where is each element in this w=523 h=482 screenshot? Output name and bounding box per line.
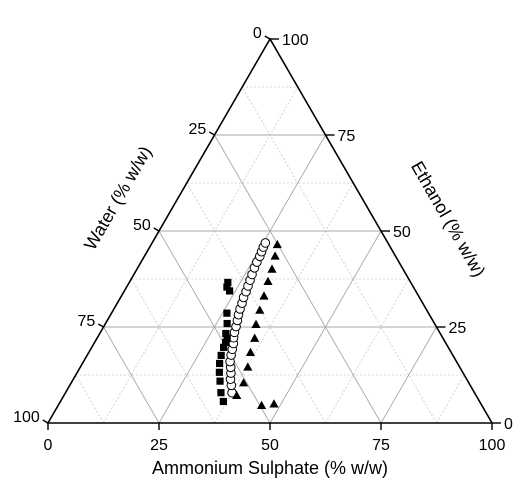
grid-line — [436, 374, 465, 424]
data-point-triangle — [250, 333, 260, 342]
right-tick-label: 100 — [282, 32, 309, 49]
grid-lines — [75, 86, 465, 424]
grid-line — [103, 326, 160, 424]
data-point-square — [223, 309, 231, 317]
left-tick-label: 50 — [133, 217, 151, 234]
right-tick-label: 75 — [338, 128, 356, 145]
data-point-square — [215, 368, 223, 376]
data-point-triangle — [243, 362, 253, 371]
data-point-triangle — [259, 291, 269, 300]
data-point-square — [224, 278, 232, 287]
tick-mark — [153, 227, 160, 232]
tick-mark — [42, 419, 49, 424]
data-point-triangle — [238, 378, 249, 387]
grid-line — [130, 278, 215, 424]
data-point-triangle — [272, 239, 282, 249]
grid-line — [380, 326, 437, 424]
right-axis-title: Ethanol (% w/w) — [407, 158, 489, 281]
x-tick-label: 75 — [372, 437, 390, 454]
right-tick-label: 25 — [449, 320, 467, 337]
data-point-square — [217, 389, 225, 397]
tick-mark — [264, 35, 271, 40]
data-point-square — [223, 334, 231, 342]
left-tick-label: 0 — [253, 25, 262, 42]
data-point-triangle — [256, 400, 267, 410]
data-point-triangle — [255, 305, 265, 314]
data-point-triangle — [263, 276, 273, 285]
grid-line — [75, 374, 104, 424]
data-point-triangle — [270, 251, 280, 260]
data-point-square — [223, 283, 231, 291]
grid-line — [269, 230, 382, 424]
data-point-square — [216, 359, 224, 368]
grid-line — [186, 182, 326, 424]
x-tick-label: 0 — [44, 437, 53, 454]
tick-mark — [97, 323, 104, 328]
data-point-triangle — [269, 399, 279, 408]
left-tick-label: 75 — [78, 313, 96, 330]
grid-line — [158, 134, 326, 424]
data-point-square — [216, 377, 224, 385]
grid-line — [158, 230, 271, 424]
grid-line — [103, 86, 299, 424]
left-tick-label: 25 — [189, 121, 207, 138]
axis-ticks: 0 0 0 25 25 25 50 50 50 75 75 75 100 100 100 — [13, 25, 513, 454]
data-points — [215, 238, 282, 410]
x-tick-label: 100 — [479, 437, 506, 454]
x-tick-label: 50 — [261, 437, 279, 454]
data-point-triangle — [251, 319, 261, 328]
x-tick-label: 25 — [150, 437, 168, 454]
data-point-triangle — [267, 264, 277, 273]
left-tick-label: 100 — [13, 409, 40, 426]
grid-line — [214, 134, 382, 424]
left-axis-title: Water (% w/w) — [80, 143, 155, 254]
data-point-square — [219, 397, 227, 406]
data-point-square — [220, 343, 228, 351]
data-point-triangle — [232, 390, 242, 400]
right-tick-label: 50 — [393, 224, 411, 241]
data-point-square — [223, 319, 231, 328]
tick-mark — [208, 131, 215, 136]
right-tick-label: 0 — [504, 416, 513, 433]
data-point-triangle — [245, 347, 256, 357]
data-point-square — [222, 338, 230, 346]
data-point-square — [222, 329, 230, 338]
grid-line — [241, 86, 437, 424]
data-point-square — [225, 287, 234, 295]
data-point-square — [217, 351, 225, 360]
grid-line — [325, 278, 410, 424]
x-axis-title: Ammonium Sulphate (% w/w) — [152, 458, 388, 478]
data-point-circle — [260, 238, 271, 248]
